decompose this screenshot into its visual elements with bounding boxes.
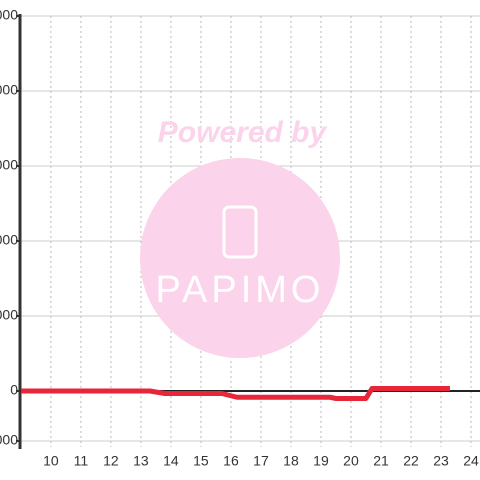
y-tick-label: 0	[10, 382, 18, 398]
y-tick-label: 150,000	[0, 7, 18, 23]
watermark-logo: PAPIMO	[156, 269, 325, 311]
y-tick-label: 120,000	[0, 82, 18, 98]
y-tick-label: -20,000	[0, 432, 18, 448]
x-tick-label: 24	[463, 453, 479, 469]
x-tick-label: 23	[433, 453, 449, 469]
y-tick-label: 60,000	[0, 232, 18, 248]
watermark-title: Powered by	[158, 116, 328, 149]
x-tick-label: 22	[403, 453, 419, 469]
y-tick-label: 30,000	[0, 307, 18, 323]
x-tick-label: 14	[163, 453, 179, 469]
x-tick-label: 20	[343, 453, 359, 469]
x-tick-label: 19	[313, 453, 329, 469]
x-tick-label: 12	[103, 453, 119, 469]
x-tick-label: 11	[74, 453, 89, 469]
x-tick-label: 21	[373, 453, 389, 469]
x-tick-label: 16	[223, 453, 239, 469]
x-tick-label: 10	[43, 453, 59, 469]
line-series	[20, 386, 450, 401]
y-tick-label: 90,000	[0, 157, 18, 173]
x-tick-label: 18	[283, 453, 299, 469]
x-tick-label: 15	[193, 453, 209, 469]
x-tick-label: 13	[133, 453, 149, 469]
watermark-phone	[222, 205, 258, 259]
x-tick-label: 17	[253, 453, 269, 469]
